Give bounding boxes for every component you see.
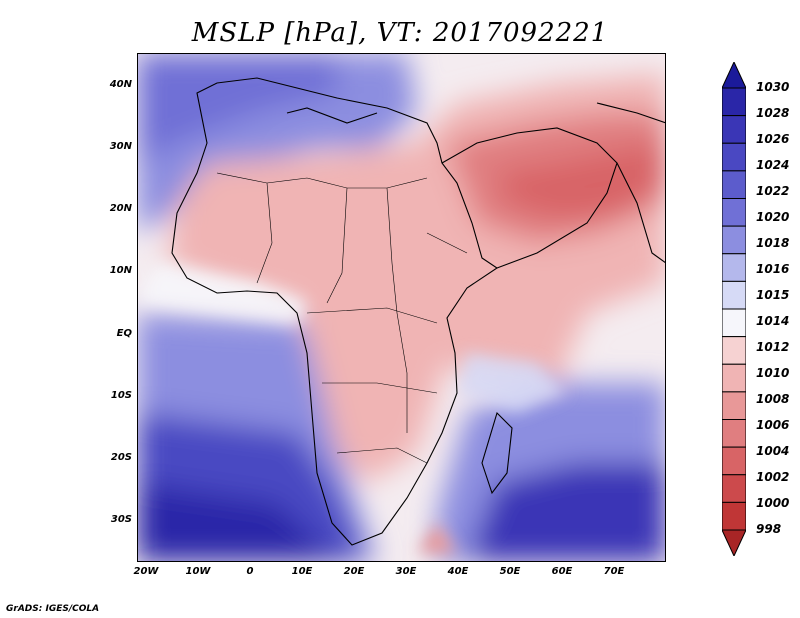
lon-label: 60E [551, 566, 573, 577]
borders [216, 172, 468, 464]
colorbar-swatch [722, 391, 746, 420]
lat-label: 30N [109, 141, 132, 152]
low-arabia-core [497, 143, 666, 218]
lon-label: 40E [447, 566, 469, 577]
arabia-coast [441, 127, 618, 269]
colorbar-swatch [722, 308, 746, 338]
colorbar-swatch [722, 363, 746, 393]
colorbar-label: 1015 [756, 288, 790, 302]
colorbar-label: 1008 [756, 392, 790, 406]
lon-label: 10W [185, 566, 211, 577]
colorbar-swatch [722, 474, 746, 503]
colorbar-label: 1016 [756, 262, 790, 276]
lat-label: 40N [109, 79, 132, 90]
lon-label: 70E [603, 566, 625, 577]
border-3 [326, 187, 348, 304]
colorbar-label: 1012 [756, 340, 790, 354]
colorbar-bottom-arrow [722, 529, 746, 556]
high-south-atlantic-peak [137, 483, 337, 562]
colorbar-label: 1026 [756, 132, 790, 146]
credit-text: GrADS: IGES/COLA [6, 604, 100, 614]
colorbar-label: 1022 [756, 184, 790, 198]
colorbar-label: 1002 [756, 470, 790, 484]
med-coast [286, 107, 378, 124]
colorbar-top-arrow [722, 62, 746, 89]
colorbar-swatch [722, 87, 746, 117]
india-coast [616, 162, 666, 264]
lat-label: 20N [109, 203, 132, 214]
colorbar-swatch [722, 142, 746, 172]
lat-label: 20S [110, 452, 132, 463]
colorbar-label: 1006 [756, 418, 790, 432]
colorbar-swatch [722, 280, 746, 310]
lon-label: 20E [343, 566, 365, 577]
colorbar-swatch [722, 446, 746, 476]
africa-coast [171, 77, 498, 546]
high-north-core [137, 53, 337, 163]
lon-label: 50E [499, 566, 521, 577]
lat-label: 10S [110, 390, 132, 401]
border-7 [336, 447, 428, 464]
low-cape [417, 523, 457, 553]
coastlines [171, 77, 666, 546]
pressure-field [137, 53, 666, 562]
colorbar-swatch [722, 419, 746, 448]
border-2 [256, 182, 273, 284]
border-5 [306, 307, 438, 324]
lon-label: 10E [291, 566, 313, 577]
lon-label: 30E [395, 566, 417, 577]
colorbar-swatch [722, 225, 746, 255]
colorbar-swatch [722, 501, 746, 531]
colorbar-label: 1004 [756, 444, 790, 458]
high-south-indian-core [467, 463, 666, 562]
lon-label: 20W [133, 566, 159, 577]
colorbar [722, 62, 746, 556]
colorbar-label: 1030 [756, 80, 790, 94]
lon-label: 0 [246, 566, 254, 577]
colorbar-label: 1020 [756, 210, 790, 224]
colorbar-label: 998 [756, 522, 782, 536]
neutral-mozambique [457, 353, 567, 413]
border-8 [426, 232, 468, 254]
colorbar-swatch [722, 198, 746, 227]
colorbar-swatch [722, 336, 746, 365]
lat-label: 10N [109, 265, 132, 276]
lat-label: EQ [116, 328, 132, 339]
colorbar-swatch [722, 115, 746, 144]
colorbar-label: 1000 [756, 496, 790, 510]
colorbar-label: 1014 [756, 314, 790, 328]
pressure-map [137, 53, 666, 562]
colorbar-label: 1028 [756, 106, 790, 120]
map-title: MSLP [hPa], VT: 2017092221 [191, 18, 609, 48]
border-1 [216, 172, 428, 189]
border-6 [322, 382, 438, 394]
colorbar-swatch [722, 253, 746, 282]
colorbar-label: 1010 [756, 366, 790, 380]
colorbar-label: 1024 [756, 158, 790, 172]
colorbar-label: 1018 [756, 236, 790, 250]
lat-label: 30S [110, 514, 132, 525]
madagascar-coast [481, 411, 513, 495]
border-4 [386, 187, 408, 433]
colorbar-swatch [722, 170, 746, 199]
asia-coast [596, 102, 666, 124]
